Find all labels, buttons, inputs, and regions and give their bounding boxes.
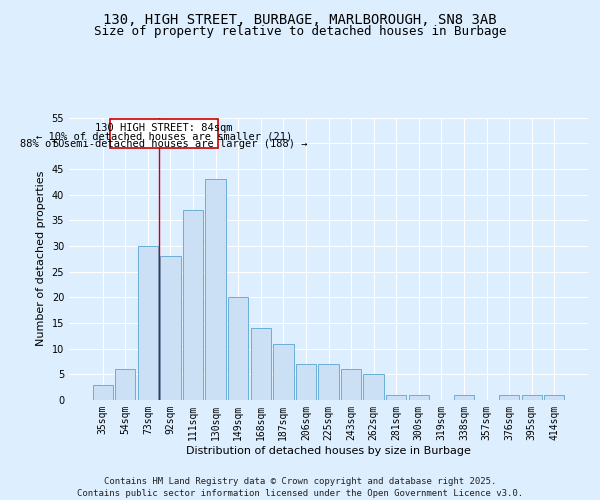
Bar bbox=[341, 369, 361, 400]
Bar bbox=[160, 256, 181, 400]
Bar bbox=[115, 369, 136, 400]
Text: 88% of semi-detached houses are larger (188) →: 88% of semi-detached houses are larger (… bbox=[20, 139, 307, 149]
X-axis label: Distribution of detached houses by size in Burbage: Distribution of detached houses by size … bbox=[186, 446, 471, 456]
Bar bbox=[499, 395, 519, 400]
Bar bbox=[110, 118, 218, 148]
Bar bbox=[364, 374, 384, 400]
Bar bbox=[386, 395, 406, 400]
Bar bbox=[183, 210, 203, 400]
Bar bbox=[138, 246, 158, 400]
Text: Size of property relative to detached houses in Burbage: Size of property relative to detached ho… bbox=[94, 25, 506, 38]
Bar bbox=[92, 384, 113, 400]
Bar bbox=[319, 364, 338, 400]
Text: 130 HIGH STREET: 84sqm: 130 HIGH STREET: 84sqm bbox=[95, 123, 232, 133]
Text: ← 10% of detached houses are smaller (21): ← 10% of detached houses are smaller (21… bbox=[35, 132, 292, 141]
Bar bbox=[544, 395, 565, 400]
Bar bbox=[251, 328, 271, 400]
Bar bbox=[228, 298, 248, 400]
Bar bbox=[521, 395, 542, 400]
Text: 130, HIGH STREET, BURBAGE, MARLBOROUGH, SN8 3AB: 130, HIGH STREET, BURBAGE, MARLBOROUGH, … bbox=[103, 12, 497, 26]
Bar bbox=[205, 179, 226, 400]
Bar bbox=[273, 344, 293, 400]
Bar bbox=[454, 395, 474, 400]
Y-axis label: Number of detached properties: Number of detached properties bbox=[36, 171, 46, 346]
Text: Contains HM Land Registry data © Crown copyright and database right 2025.
Contai: Contains HM Land Registry data © Crown c… bbox=[77, 476, 523, 498]
Bar bbox=[296, 364, 316, 400]
Bar bbox=[409, 395, 429, 400]
